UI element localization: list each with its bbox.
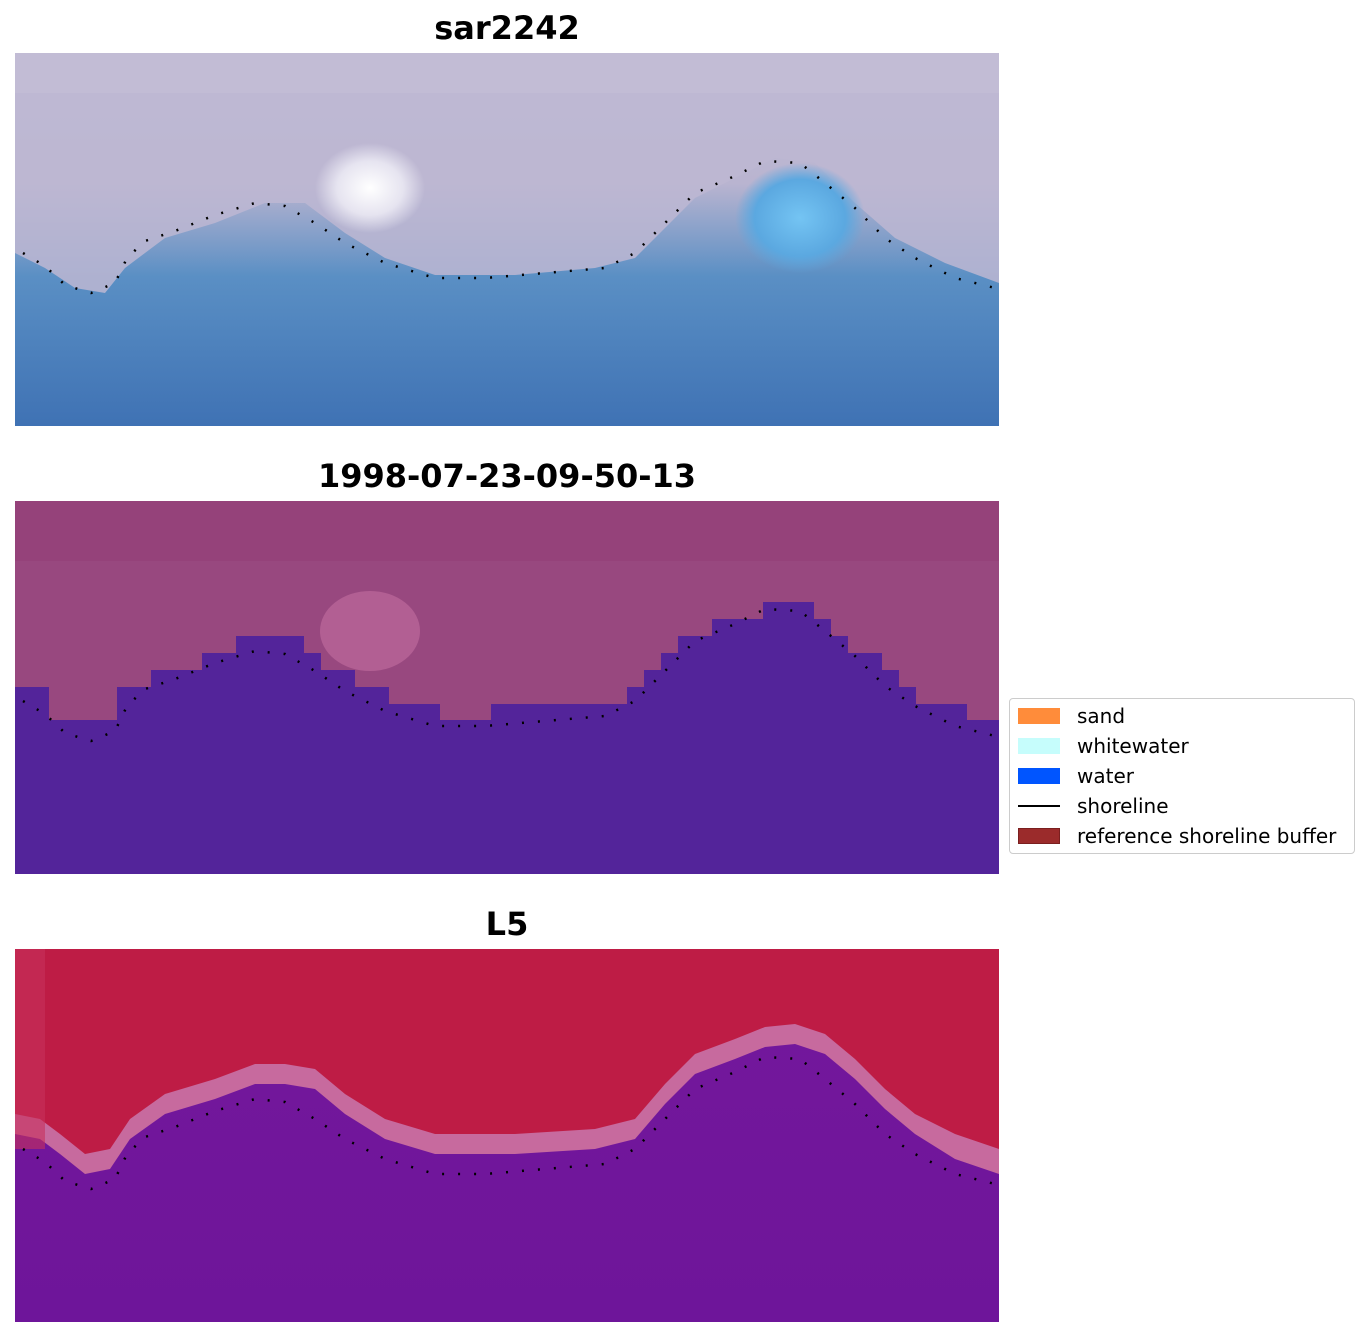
panel-title-mndwi: L5: [485, 905, 529, 943]
rgb-image-panel: [15, 53, 999, 426]
whitewater-swatch: [1018, 738, 1060, 754]
legend-item-whitewater: whitewater: [1018, 731, 1189, 761]
water-swatch: [1018, 768, 1060, 784]
sand-swatch: [1018, 708, 1060, 724]
panel-title-rgb: sar2242: [434, 9, 580, 47]
classified-image-panel: [15, 501, 999, 874]
legend-item-water: water: [1018, 761, 1134, 791]
legend-label: reference shoreline buffer: [1077, 824, 1337, 848]
mndwi-image-panel: [15, 949, 999, 1322]
classified-image: [15, 501, 999, 874]
shoreline-line-swatch: [1018, 805, 1060, 807]
legend-label: whitewater: [1077, 734, 1189, 758]
mndwi-image: [15, 949, 999, 1322]
legend-label: water: [1077, 764, 1134, 788]
legend-item-sand: sand: [1018, 701, 1125, 731]
reference-buffer-swatch: [1018, 828, 1060, 844]
rgb-image: [15, 53, 999, 426]
legend-label: sand: [1077, 704, 1126, 728]
legend: sand whitewater water shoreline referenc…: [1009, 698, 1355, 854]
legend-item-reference-buffer: reference shoreline buffer: [1018, 821, 1336, 851]
legend-item-shoreline: shoreline: [1018, 791, 1169, 821]
panel-title-classified: 1998-07-23-09-50-13: [317, 457, 697, 495]
legend-label: shoreline: [1077, 794, 1169, 818]
